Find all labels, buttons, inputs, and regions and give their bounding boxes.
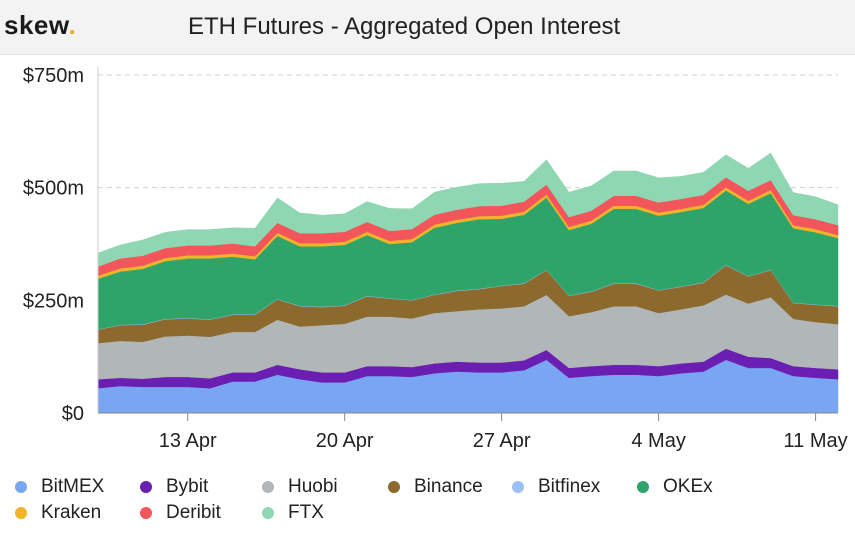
- x-tick-label: 11 May: [784, 430, 848, 452]
- legend-label: Bitfinex: [538, 476, 601, 497]
- y-tick-label: $750m: [23, 65, 84, 87]
- legend-label: Bybit: [166, 476, 209, 497]
- y-tick-label: $500m: [23, 178, 84, 200]
- legend-item-huobi[interactable]: Huobi: [262, 476, 338, 498]
- legend-item-binance[interactable]: Binance: [388, 476, 483, 498]
- chart-header: skew. ETH Futures - Aggregated Open Inte…: [0, 0, 855, 55]
- legend-swatch: [637, 481, 649, 493]
- legend-label: Huobi: [288, 476, 338, 497]
- logo-text: skew: [4, 10, 69, 40]
- legend-swatch: [512, 481, 524, 493]
- legend-item-kraken[interactable]: Kraken: [15, 502, 101, 524]
- legend-swatch: [140, 507, 152, 519]
- legend-swatch: [262, 507, 274, 519]
- legend-swatch: [15, 507, 27, 519]
- y-tick-label: $0: [62, 403, 84, 425]
- legend-item-deribit[interactable]: Deribit: [140, 502, 221, 524]
- legend-item-bitmex[interactable]: BitMEX: [15, 476, 104, 498]
- legend-label: BitMEX: [41, 476, 105, 497]
- series-areas[interactable]: [97, 152, 839, 414]
- legend-swatch: [140, 481, 152, 493]
- legend-item-bybit[interactable]: Bybit: [140, 476, 208, 498]
- x-tick-label: 27 Apr: [473, 430, 531, 452]
- stacked-area-chart: $0 $250m $500m $750m 13 Apr 20 Apr 27 Apr 4 May…: [23, 65, 848, 452]
- area-ftx[interactable]: [97, 152, 839, 267]
- legend-item-ftx[interactable]: FTX: [262, 502, 324, 524]
- legend-item-okex[interactable]: OKEx: [637, 476, 713, 498]
- legend-swatch: [15, 481, 27, 493]
- axes: $0 $250m $500m $750m 13 Apr 20 Apr 27 Apr 4 May…: [23, 65, 848, 452]
- legend-label: Kraken: [41, 502, 102, 523]
- x-tick-label: 20 Apr: [316, 430, 374, 452]
- legend-item-bitfinex[interactable]: Bitfinex: [512, 476, 600, 498]
- chart-legend: BitMEX Bybit Huobi Binance Bitfinex OKEx Krake…: [0, 474, 855, 534]
- legend-label: FTX: [288, 502, 324, 523]
- skew-logo[interactable]: skew.: [4, 10, 76, 41]
- x-tick-label: 4 May: [631, 430, 685, 452]
- y-tick-label: $250m: [23, 290, 84, 312]
- x-tick-label: 13 Apr: [159, 430, 217, 452]
- legend-label: Deribit: [166, 502, 221, 523]
- chart-title: ETH Futures - Aggregated Open Interest: [188, 13, 621, 40]
- legend-label: OKEx: [663, 476, 713, 497]
- legend-swatch: [388, 481, 400, 493]
- legend-swatch: [262, 481, 274, 493]
- logo-dot: .: [68, 10, 77, 40]
- legend-label: Binance: [414, 476, 483, 497]
